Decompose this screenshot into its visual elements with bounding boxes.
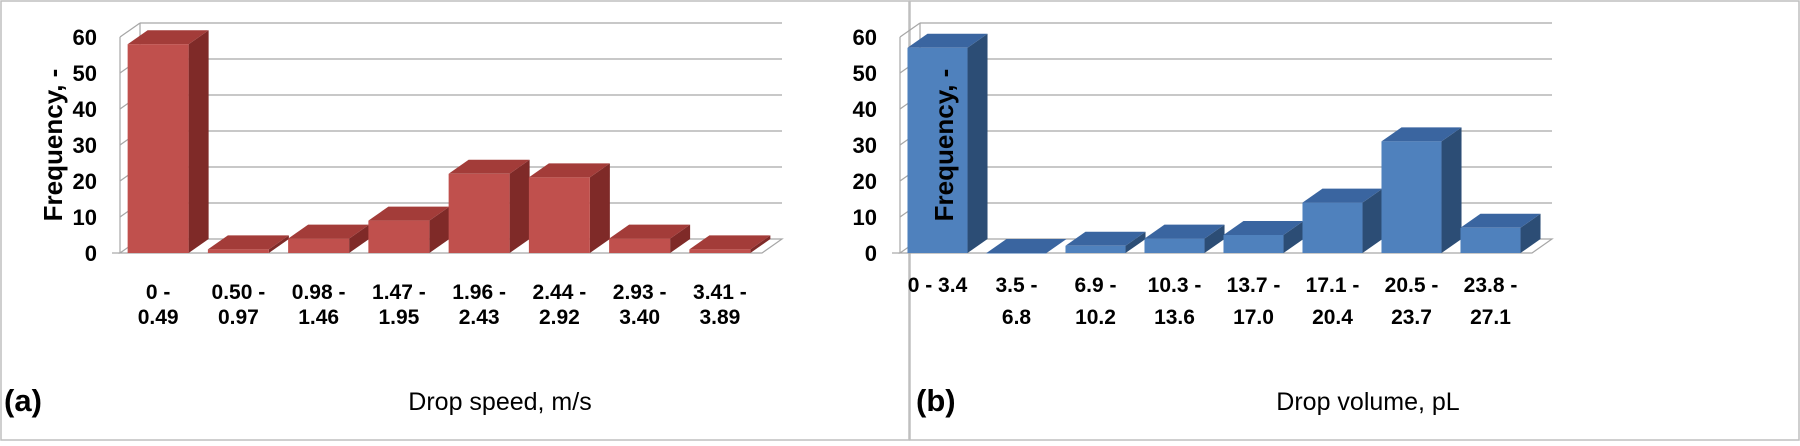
panel-b-bars bbox=[907, 33, 1541, 254]
panel-b-bar bbox=[907, 33, 988, 253]
panel-b-x-tick-label: 0 - 3.4 bbox=[908, 274, 968, 297]
panel-a-y-tick-label: 20 bbox=[73, 169, 97, 194]
panel-a-y-axis-label: Frequency, - bbox=[38, 69, 68, 222]
panel-a-y-tick-label: 10 bbox=[73, 205, 97, 230]
panel-a-y-tick-label: 30 bbox=[73, 133, 97, 158]
panel-a-x-tick-label: 3.41 - bbox=[693, 281, 747, 304]
panel-b-x-tick-label-line2: 10.2 bbox=[1075, 306, 1116, 329]
panel-a-x-tick-label-line2: 0.49 bbox=[138, 306, 179, 329]
panel-b-x-tick-label-line2: 23.7 bbox=[1391, 306, 1432, 329]
panel-a-x-tick-label: 0.98 - bbox=[292, 281, 346, 304]
panel-b-y-tick-label: 40 bbox=[853, 97, 877, 122]
panel-a-bar bbox=[689, 235, 771, 253]
panel-a-x-tick-label-line2: 2.43 bbox=[459, 306, 500, 329]
panel-a-x-tick-label-line2: 2.92 bbox=[539, 306, 580, 329]
panel-a-bar bbox=[448, 159, 530, 253]
panel-a-y-tick-labels: 0 10 20 30 40 50 60 bbox=[73, 25, 97, 266]
panel-b-label: (b) bbox=[916, 383, 956, 418]
panel-a-x-tick-label: 2.44 - bbox=[533, 281, 587, 304]
panel-a-bar bbox=[127, 30, 209, 254]
panel-a-y-tick-label: 60 bbox=[73, 25, 97, 50]
panel-b-x-tick-label-line2: 17.0 bbox=[1233, 306, 1274, 329]
panel-b-x-tick-labels: 0 - 3.4 3.5 - 6.8 6.9 - 10.2 10.3 - 13.6 13.7 -… bbox=[908, 274, 1518, 329]
panel-b-x-tick-label: 6.9 - bbox=[1074, 274, 1116, 297]
panel-b-y-tick-label: 20 bbox=[853, 169, 877, 194]
panel-a-x-tick-labels: 0 -0.49 0.50 -0.97 0.98 -1.46 1.47 -1.95 1.9… bbox=[138, 281, 747, 329]
panel-b-y-tick-labels: 0 10 20 30 40 50 60 bbox=[853, 25, 877, 266]
panel-a-bar bbox=[528, 163, 610, 253]
panel-b-y-tick-label: 10 bbox=[853, 205, 877, 230]
panel-a-y-tick-label: 40 bbox=[73, 97, 97, 122]
panel-b-x-tick-label: 10.3 - bbox=[1148, 274, 1202, 297]
panel-b-y-tick-label: 50 bbox=[853, 61, 877, 86]
panel-b-x-tick-label-line2: 13.6 bbox=[1154, 306, 1195, 329]
panel-a-x-tick-label-line2: 3.89 bbox=[699, 306, 740, 329]
panel-a-y-tick-label: 0 bbox=[85, 241, 97, 266]
panel-a-gridline-side bbox=[119, 22, 141, 38]
panel-b-x-tick-label-line2: 20.4 bbox=[1312, 306, 1353, 329]
panel-b-chart: 0 10 20 30 40 50 60 0 - 3.4 3.5 - 6.8 6.9 - 10.2 10… bbox=[853, 22, 1554, 418]
panel-a-x-tick-label-line2: 0.97 bbox=[218, 306, 259, 329]
panel-a-bar bbox=[609, 224, 691, 253]
panel-b-bar bbox=[1302, 188, 1383, 253]
panel-a-bar bbox=[288, 224, 370, 253]
panel-a-bar bbox=[207, 235, 289, 253]
panel-b-bar bbox=[1460, 213, 1541, 253]
panel-b-y-tick-label: 60 bbox=[853, 25, 877, 50]
panel-b-x-tick-label: 3.5 - bbox=[995, 274, 1037, 297]
panel-b-x-tick-label: 20.5 - bbox=[1385, 274, 1439, 297]
panel-b-x-axis-label: Drop volume, pL bbox=[1276, 388, 1460, 416]
panel-b-y-tick-label: 30 bbox=[853, 133, 877, 158]
panel-a-x-tick-label-line2: 3.40 bbox=[619, 306, 660, 329]
panel-a-bar bbox=[368, 206, 450, 253]
panel-a-x-tick-label: 0 - bbox=[146, 281, 171, 304]
panel-a-label: (a) bbox=[4, 383, 42, 418]
panel-b-bar bbox=[1223, 221, 1304, 253]
panel-a-y-tick-label: 50 bbox=[73, 61, 97, 86]
panel-b-x-tick-label: 17.1 - bbox=[1306, 274, 1360, 297]
panel-a-bars bbox=[127, 30, 771, 254]
panel-a-x-tick-label: 1.96 - bbox=[452, 281, 506, 304]
panel-a-x-tick-label-line2: 1.46 bbox=[298, 306, 339, 329]
panel-b-bar bbox=[1065, 231, 1146, 253]
panel-b-y-tick-label: 0 bbox=[865, 241, 877, 266]
panel-b-y-axis-label: Frequency, - bbox=[929, 69, 959, 222]
panel-a-x-tick-label: 0.50 - bbox=[212, 281, 266, 304]
panel-b-x-tick-label: 23.8 - bbox=[1464, 274, 1518, 297]
panel-a-x-tick-label: 2.93 - bbox=[613, 281, 667, 304]
panel-a-x-tick-label: 1.47 - bbox=[372, 281, 426, 304]
panel-a-x-tick-label-line2: 1.95 bbox=[378, 306, 419, 329]
panel-b-gridline-side bbox=[899, 22, 921, 38]
panel-b-x-tick-label: 13.7 - bbox=[1227, 274, 1281, 297]
panel-b-x-tick-label-line2: 6.8 bbox=[1002, 306, 1032, 329]
panel-b-x-tick-label-line2: 27.1 bbox=[1470, 306, 1511, 329]
panel-a-x-axis-label: Drop speed, m/s bbox=[408, 388, 591, 416]
panel-b-bar bbox=[986, 239, 1067, 254]
panel-b-bar bbox=[1381, 127, 1462, 253]
panel-b-bar bbox=[1144, 224, 1225, 253]
